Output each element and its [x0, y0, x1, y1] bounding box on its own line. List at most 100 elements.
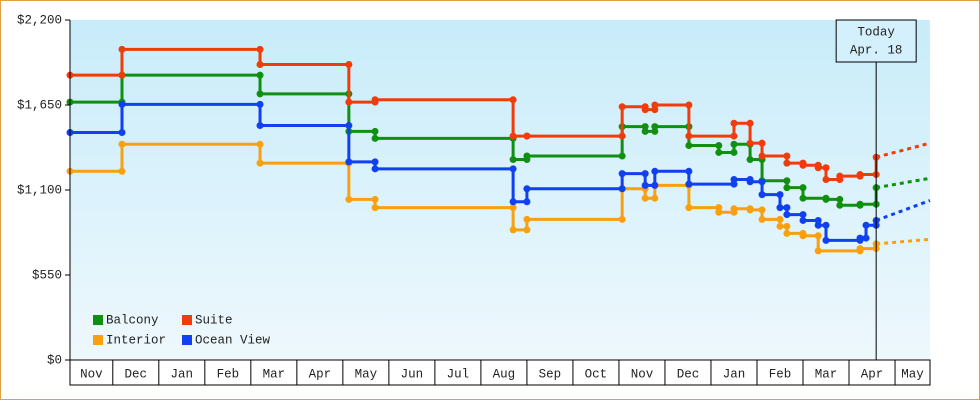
price-point: [822, 175, 830, 183]
x-tick-label: Nov: [80, 367, 103, 381]
price-point: [715, 208, 723, 216]
price-point: [523, 185, 531, 193]
price-point: [118, 71, 126, 79]
price-point: [371, 165, 379, 173]
price-point: [371, 204, 379, 212]
price-point: [758, 178, 766, 186]
price-point: [814, 232, 822, 240]
price-point: [814, 216, 822, 224]
price-point: [758, 215, 766, 223]
legend-swatch: [93, 315, 103, 325]
price-point: [256, 159, 264, 167]
price-point: [730, 119, 738, 127]
price-point: [685, 204, 693, 212]
x-tick-label: Dec: [677, 367, 700, 381]
price-point: [814, 221, 822, 229]
price-point: [523, 152, 531, 160]
price-point: [618, 215, 626, 223]
price-point: [509, 132, 517, 140]
price-point: [746, 119, 754, 127]
price-point: [836, 201, 844, 209]
price-point: [783, 152, 791, 160]
price-point: [746, 206, 754, 214]
x-tick-label: May: [901, 367, 924, 381]
price-point: [118, 100, 126, 108]
price-point: [685, 101, 693, 109]
price-point: [856, 245, 864, 253]
price-point: [523, 215, 531, 223]
price-point: [118, 45, 126, 53]
x-tick-label: Jul: [447, 367, 470, 381]
price-point: [730, 140, 738, 148]
price-point: [730, 175, 738, 183]
price-point: [715, 148, 723, 156]
forecast-line: [875, 176, 931, 190]
price-point: [651, 127, 659, 135]
price-point: [118, 140, 126, 148]
y-tick-label: $2,200: [17, 13, 62, 27]
price-point: [856, 200, 864, 208]
price-point: [256, 61, 264, 69]
price-point: [822, 164, 830, 172]
today-date: Apr. 18: [850, 43, 903, 57]
price-point: [783, 211, 791, 219]
price-point: [256, 90, 264, 98]
price-point: [509, 96, 517, 104]
legend-swatch: [93, 335, 103, 345]
x-tick-label: Dec: [125, 367, 148, 381]
price-point: [618, 185, 626, 193]
x-tick-label: May: [355, 367, 378, 381]
price-point: [651, 167, 659, 175]
legend-swatch: [182, 315, 192, 325]
price-point: [345, 122, 353, 130]
price-point: [651, 181, 659, 189]
price-point: [685, 167, 693, 175]
x-tick-label: Jun: [401, 367, 424, 381]
price-point: [730, 205, 738, 213]
price-point: [783, 229, 791, 237]
price-point: [814, 247, 822, 255]
price-point: [776, 222, 784, 230]
price-point: [746, 156, 754, 164]
legend-label: Ocean View: [195, 333, 271, 347]
price-point: [641, 194, 649, 202]
x-tick-label: Nov: [631, 367, 654, 381]
price-point: [799, 194, 807, 202]
price-point: [836, 172, 844, 180]
x-tick-label: Sep: [539, 367, 562, 381]
price-point: [822, 236, 830, 244]
price-point: [758, 139, 766, 147]
price-point: [856, 234, 864, 242]
price-point: [776, 215, 784, 223]
legend-swatch: [182, 335, 192, 345]
x-tick-label: Jan: [171, 367, 194, 381]
price-point: [746, 178, 754, 186]
price-point: [822, 195, 830, 203]
price-point: [862, 234, 870, 242]
price-point: [345, 61, 353, 69]
price-line: [70, 47, 878, 181]
price-point: [822, 221, 830, 229]
price-point: [256, 122, 264, 130]
price-point: [799, 232, 807, 240]
price-point: [345, 195, 353, 203]
price-point: [651, 194, 659, 202]
price-point: [345, 158, 353, 166]
price-point: [685, 132, 693, 140]
price-point: [256, 45, 264, 53]
price-point: [509, 198, 517, 206]
x-tick-label: Mar: [815, 367, 838, 381]
legend-label: Interior: [106, 333, 166, 347]
price-point: [618, 170, 626, 178]
x-tick-label: Oct: [585, 367, 608, 381]
price-point: [256, 71, 264, 79]
legend-label: Suite: [195, 313, 233, 327]
price-point: [371, 158, 379, 166]
forecast-line: [875, 199, 931, 222]
price-point: [641, 106, 649, 114]
price-point: [371, 195, 379, 203]
price-point: [783, 177, 791, 185]
price-point: [345, 98, 353, 106]
